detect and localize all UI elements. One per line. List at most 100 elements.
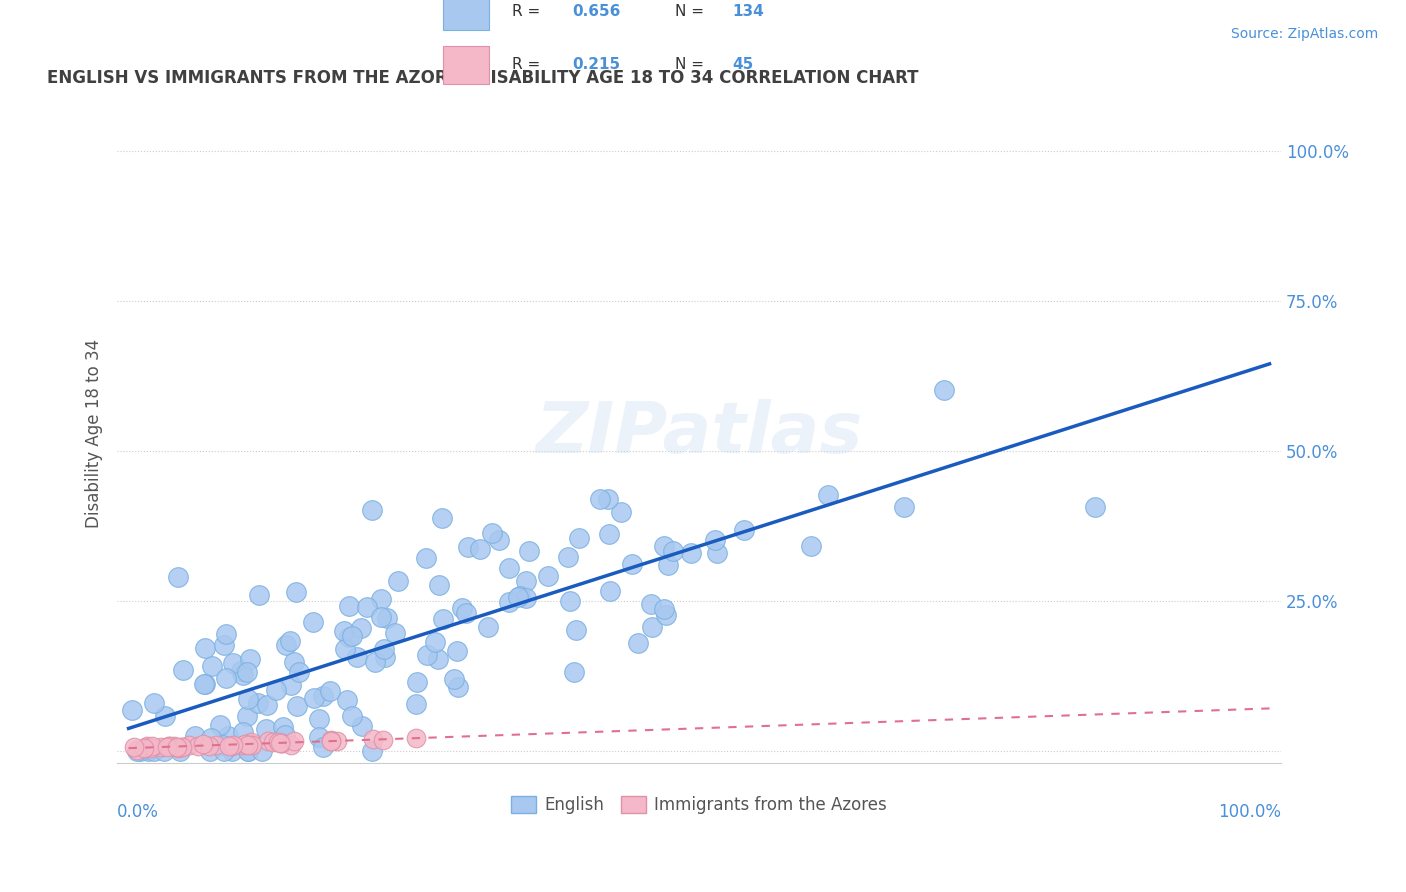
Point [247,588,270,602]
Point [232,724,254,739]
Text: 0.656: 0.656 [572,4,621,19]
Point [340,629,363,643]
Point [212,738,235,752]
Point [312,690,335,704]
Point [652,539,675,553]
Point [217,729,239,743]
Point [800,539,823,553]
Point [221,744,243,758]
Point [232,668,254,682]
Point [733,523,755,537]
Point [361,744,384,758]
Point [166,741,188,756]
Point [340,708,363,723]
Point [468,541,491,556]
Point [274,638,297,652]
Point [270,736,292,750]
Point [283,734,305,748]
Point [477,620,499,634]
Point [599,583,621,598]
Point [655,607,678,622]
Point [621,557,644,571]
Point [184,729,207,743]
Point [200,731,222,746]
Point [284,585,307,599]
Point [308,731,330,745]
Point [1084,500,1107,514]
Point [319,683,342,698]
Point [267,735,290,749]
Point [447,680,470,694]
Point [356,600,378,615]
Point [235,709,257,723]
Point [214,638,236,652]
Point [142,744,165,758]
Point [233,738,256,752]
Point [215,671,238,685]
Point [222,738,245,752]
Point [122,740,145,755]
Y-axis label: Disability Age 18 to 34: Disability Age 18 to 34 [86,339,103,528]
Text: N =: N = [675,57,709,72]
Point [172,663,194,677]
Point [325,733,347,747]
Point [364,656,387,670]
Point [157,739,180,754]
Point [426,652,449,666]
Point [427,577,450,591]
Legend: English, Immigrants from the Azores: English, Immigrants from the Azores [505,789,894,821]
Point [135,739,157,753]
Point [278,634,301,648]
Point [125,742,148,756]
Point [201,659,224,673]
Point [159,739,181,753]
Point [361,732,384,747]
Point [425,634,447,648]
Point [405,697,427,711]
FancyBboxPatch shape [443,0,489,30]
Point [194,677,217,691]
Point [457,540,479,554]
Point [163,739,186,753]
Point [446,644,468,658]
Point [373,642,395,657]
Point [236,744,259,758]
Text: 134: 134 [733,4,763,19]
Point [271,736,294,750]
Point [652,601,675,615]
Point [167,570,190,584]
Point [136,740,159,755]
Point [336,692,359,706]
Point [517,544,540,558]
Point [415,551,437,566]
Point [283,655,305,669]
Point [212,744,235,758]
Point [141,741,163,756]
Point [215,627,238,641]
Point [319,734,342,748]
Point [179,738,201,752]
Point [932,383,955,397]
Point [498,561,520,575]
Point [352,719,374,733]
Point [280,739,302,753]
Point [169,744,191,758]
Point [319,734,342,748]
Text: Source: ZipAtlas.com: Source: ZipAtlas.com [1230,27,1378,41]
Point [641,620,664,634]
Point [370,592,392,607]
Text: 45: 45 [733,57,754,72]
Point [488,533,510,548]
Point [240,739,263,753]
Point [308,712,330,726]
Point [239,735,262,749]
Text: R =: R = [512,4,546,19]
Point [302,615,325,630]
Point [481,526,503,541]
Point [239,652,262,666]
Point [269,736,291,750]
Point [562,665,585,679]
Text: ZIPatlas: ZIPatlas [536,399,863,467]
Point [150,739,173,754]
Point [193,677,215,691]
